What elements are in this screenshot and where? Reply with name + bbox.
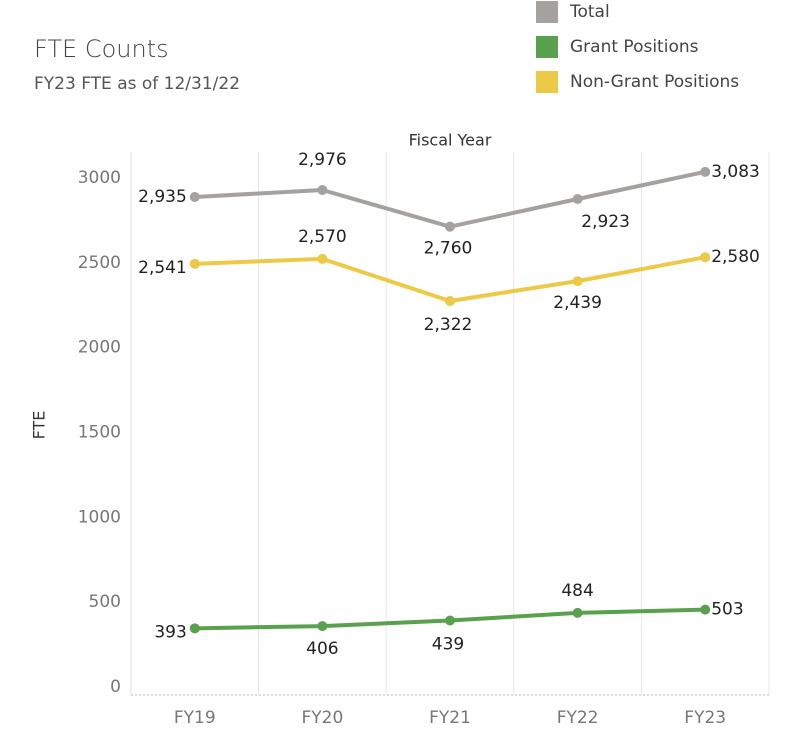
- legend-swatch: [536, 1, 558, 23]
- data-point: [700, 166, 711, 177]
- x-tick-label: FY19: [174, 708, 216, 728]
- data-point: [572, 276, 583, 287]
- x-tick-label: FY21: [429, 708, 471, 728]
- data-label: 2,760: [424, 239, 473, 259]
- legend-label: Non-Grant Positions: [570, 72, 739, 92]
- data-point: [572, 607, 583, 618]
- data-label: 503: [711, 600, 743, 620]
- data-point: [700, 604, 711, 615]
- data-point: [189, 191, 200, 202]
- legend-swatch: [536, 71, 558, 93]
- x-tick-label: FY20: [302, 708, 344, 728]
- data-point: [317, 185, 328, 196]
- x-tick-label: FY22: [557, 708, 599, 728]
- y-tick-label: 0: [110, 677, 121, 697]
- data-point: [445, 615, 455, 626]
- data-label: 2,935: [138, 187, 187, 207]
- legend-swatch: [536, 36, 558, 58]
- y-tick-label: 500: [89, 592, 121, 612]
- data-point: [445, 221, 455, 232]
- data-point: [317, 253, 328, 264]
- data-label: 2,439: [553, 293, 602, 313]
- data-label: 393: [154, 622, 186, 642]
- data-label: 2,976: [298, 150, 347, 170]
- y-tick-label: 2000: [78, 338, 121, 358]
- data-label: 406: [306, 639, 338, 659]
- y-axis-label: FTE: [30, 411, 49, 440]
- data-point: [317, 621, 328, 632]
- legend-label: Total: [569, 2, 610, 22]
- data-label: 3,083: [711, 162, 760, 182]
- data-point: [572, 194, 583, 205]
- data-point: [189, 623, 200, 634]
- data-label: 2,570: [298, 227, 347, 247]
- data-label: 2,541: [138, 258, 187, 278]
- data-label: 2,923: [581, 212, 630, 232]
- y-tick-label: 1000: [78, 507, 121, 527]
- x-axis-label: Fiscal Year: [409, 131, 492, 150]
- data-label: 439: [432, 635, 464, 655]
- chart-title: FTE Counts: [34, 35, 169, 63]
- data-point: [189, 258, 200, 269]
- y-tick-label: 2500: [78, 253, 121, 273]
- legend-label: Grant Positions: [570, 37, 699, 57]
- data-label: 484: [561, 581, 593, 601]
- data-label: 2,322: [424, 315, 473, 335]
- y-tick-label: 1500: [78, 422, 121, 442]
- y-tick-label: 3000: [78, 168, 121, 188]
- data-label: 2,580: [711, 247, 760, 267]
- data-point: [700, 252, 711, 263]
- chart-subtitle: FY23 FTE as of 12/31/22: [34, 74, 240, 94]
- x-tick-label: FY23: [684, 708, 726, 728]
- series-line: [194, 255, 706, 303]
- data-point: [445, 295, 455, 306]
